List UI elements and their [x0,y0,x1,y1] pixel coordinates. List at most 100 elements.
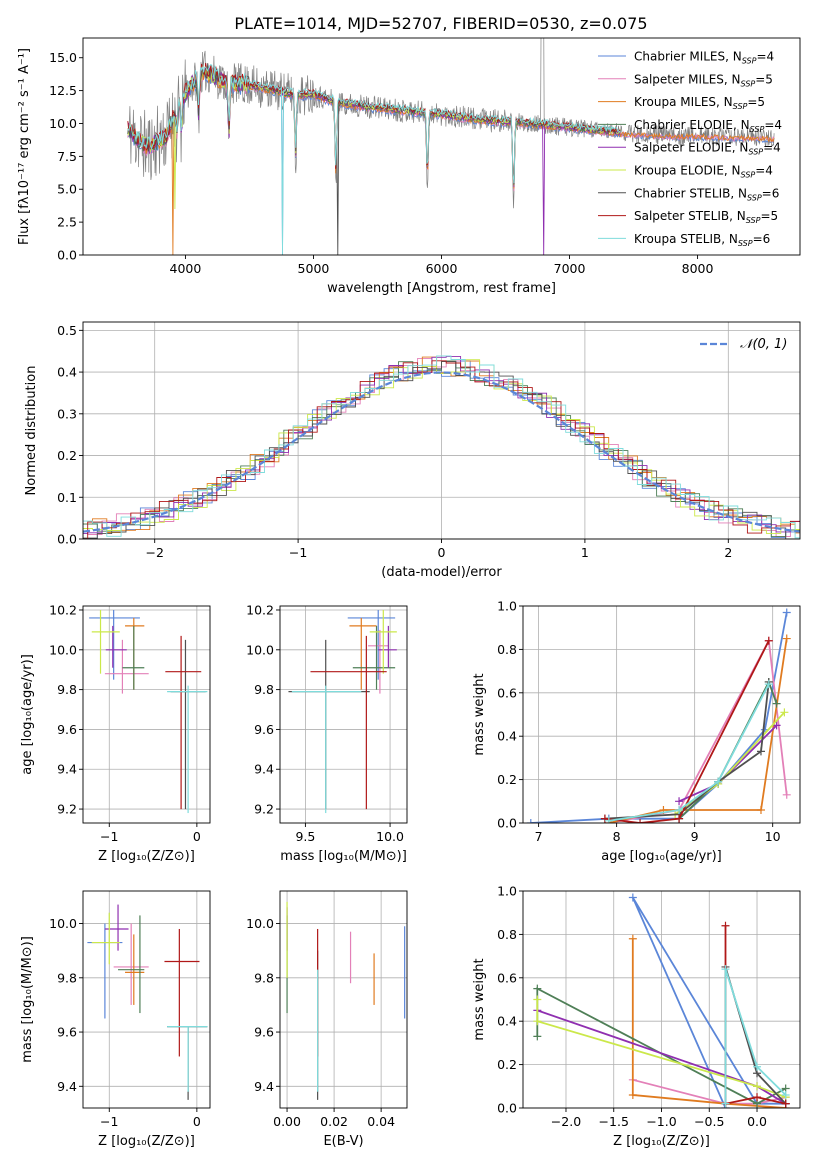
mass_vs_ebv-axes: 0.00 0.02 0.04 9.4 9.6 9.8 10.0 E(B-V) [246,890,408,1149]
weight-point [533,984,542,993]
spectrum-axes: 4000 5000 6000 7000 8000 0.0 2.5 5.0 7.5 10.0 12.5… [17,37,801,296]
error-bar-salpeter-elodie [378,625,397,668]
weight-point [764,680,773,689]
error-bar-chabrier-stelib [167,1026,208,1100]
x-tick-label: −2.0 [551,1114,581,1129]
y-tick-label: 0.5 [57,323,77,338]
weight-point [675,805,684,814]
weight-point [628,893,637,902]
error-bar-kroupa-stelib [167,1026,208,1092]
x-tick-label: 0 [193,1114,201,1129]
age_vs_mass-axes: 9.5 10.0 9.2 9.4 9.6 9.8 10.0 10.2 mass [log₁₀(M… [246,602,408,864]
error-bar-chabrier-miles [87,923,123,1019]
weight-point [600,814,609,823]
error-bar-chabrier-elodie [118,915,145,1014]
weight-series-salpeter-stelib [600,636,773,823]
x-tick-label: 1 [581,545,589,560]
x-tick-label: 0.04 [367,1114,395,1129]
x-tick-label: 6000 [426,261,458,276]
y-tick-label: 0.2 [497,1057,517,1072]
y-tick-label: 9.4 [57,1079,77,1094]
residual-histogram-salpeter-stelib [83,360,800,539]
weight-point [780,708,789,717]
error-bar-salpeter-miles [113,923,149,1005]
legend-label: Salpeter ELODIE, NSSP=4 [634,141,781,157]
weight_vs_Z-axes: −2.0 −1.5 −1.0 −0.5 0.0 0.0 0.2 0.4 0.6 0.8 1.0 Z [… [472,884,801,1149]
x-tick-label: 10.0 [376,829,404,844]
spectrum-x-axis-label: wavelength [Angstrom, rest frame] [327,281,556,296]
age_vs_mass-x-axis-label: mass [log₁₀(M/M⊙)] [280,849,407,864]
weight_vs_age-frame [522,605,801,824]
age_vs_Z-plot-area [89,609,208,814]
x-tick-label: −2 [145,545,163,560]
weight-point [782,790,791,799]
y-tick-label: 9.8 [57,970,77,985]
y-tick-label: 9.6 [254,1025,274,1040]
weight-series-kroupa-elodie [671,708,789,819]
weight-series-salpeter-stelib [721,921,790,1108]
x-tick-label: −1.5 [599,1114,629,1129]
weight-point [721,1099,730,1108]
error-bar-kroupa-elodie [91,609,120,674]
y-tick-label: 9.2 [254,802,274,817]
weight-line [608,638,788,823]
model-spectrum-kroupa-stelib [127,64,621,255]
y-tick-label: 0.0 [497,816,517,831]
weight-point [675,814,684,823]
weight_vs_age-axes: 7 8 9 10 0.0 0.2 0.4 0.6 0.8 1.0 age [log₁₀(age/yr… [472,599,801,864]
x-tick-label: 7000 [554,261,586,276]
weight-line [631,897,786,1108]
weight-line [631,938,786,1108]
spectrum-plot-area [127,38,775,255]
weight_vs_age-y-axis-label: mass weight [472,673,487,755]
y-tick-label: 9.6 [57,1025,77,1040]
y-tick-label: 2.5 [57,215,77,230]
y-tick-label: 9.8 [254,682,274,697]
age_vs_Z-y-axis-label: age [log₁₀(age/yr)] [20,654,35,775]
x-tick-label: 10 [765,829,781,844]
error-bar-chabrier-elodie [122,625,145,690]
y-tick-label: 10.2 [246,602,274,617]
x-tick-label: 9 [691,829,699,844]
weight-point [756,747,765,756]
x-tick-label: −1 [100,829,118,844]
weight-line [530,612,788,823]
y-tick-label: 9.4 [57,762,77,777]
residuals-y-axis-label: Normed distribution [24,366,39,496]
x-tick-label: 2 [724,545,732,560]
weight-point [721,965,730,974]
y-tick-label: 0.0 [57,248,77,263]
error-bar-salpeter-elodie [105,625,127,668]
y-tick-label: 9.2 [57,802,77,817]
y-tick-label: 15.0 [49,50,77,65]
y-tick-label: 0.4 [497,729,517,744]
mass_vs_Z-plot-area [87,904,208,1100]
weight-point [764,636,773,645]
weight_vs_Z-x-axis-label: Z [log₁₀(Z/Z⊙)] [613,1134,710,1149]
y-tick-label: 10.0 [49,642,77,657]
age_vs_Z-axes: −1 0 9.2 9.4 9.6 9.8 10.0 10.2 Z [log₁₀(Z/Z⊙)] ag… [20,602,211,864]
x-tick-label: 0 [193,829,201,844]
weight-point [628,934,637,943]
weight-point [526,819,535,823]
weight-line [724,966,787,1105]
weight-line [724,968,787,1104]
weight-line [604,640,770,823]
y-tick-label: 0.6 [497,970,517,985]
weight-point [533,1017,542,1026]
weight-point [781,1090,790,1099]
weight-point [756,805,765,814]
y-tick-label: 9.6 [57,722,77,737]
weight-point [753,1093,762,1102]
weight-point [636,819,645,823]
y-tick-label: 9.4 [254,1079,274,1094]
x-tick-label: −1 [100,1114,118,1129]
weight-line [536,999,787,1099]
mass_vs_ebv-x-axis-label: E(B-V) [323,1134,363,1149]
y-tick-label: 9.4 [254,762,274,777]
weight-point [533,995,542,1004]
error-bar-kroupa-stelib [167,685,208,814]
y-tick-label: 0.3 [57,406,77,421]
x-tick-label: 9.5 [295,829,315,844]
